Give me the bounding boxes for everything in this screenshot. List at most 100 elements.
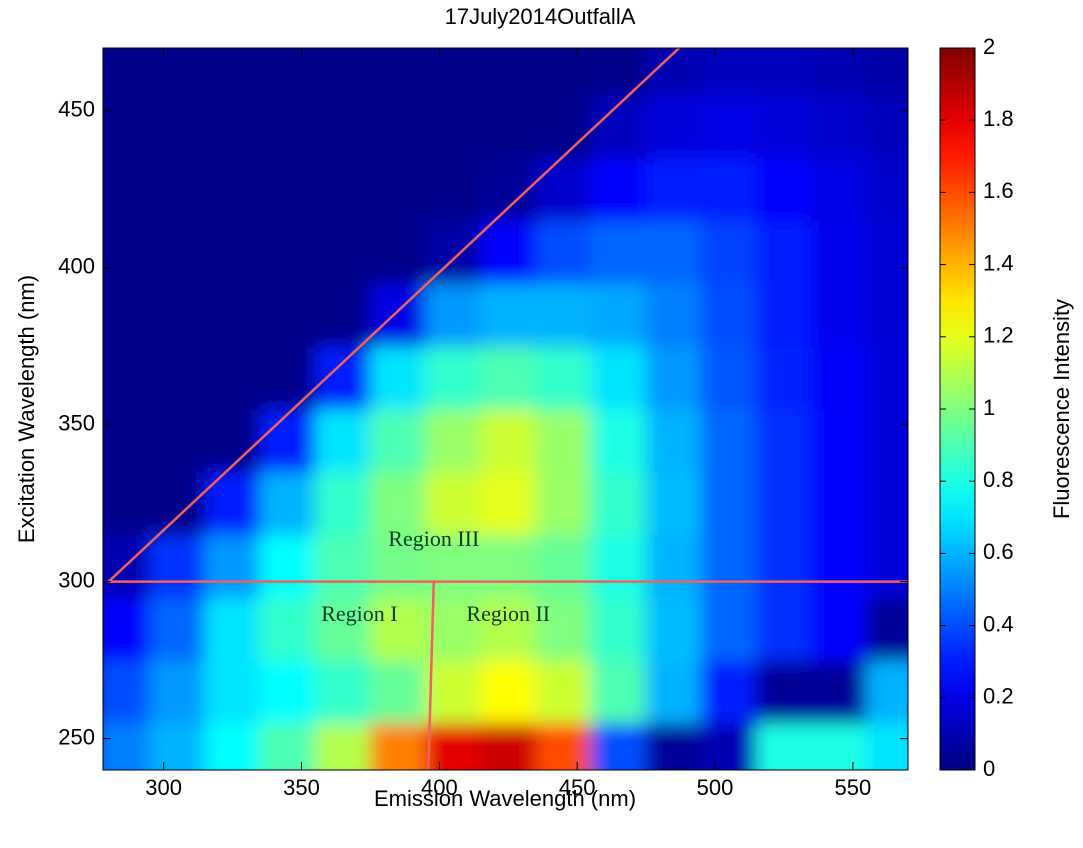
intensity-cell xyxy=(535,534,592,598)
intensity-cell xyxy=(369,659,427,724)
intensity-cell xyxy=(700,220,757,284)
intensity-cell xyxy=(645,282,702,347)
intensity-cell xyxy=(314,534,371,598)
colorbar-tick-label: 1 xyxy=(983,395,995,420)
intensity-cell xyxy=(103,408,151,473)
intensity-cell xyxy=(425,471,482,536)
intensity-cell xyxy=(535,345,592,410)
intensity-cell xyxy=(425,94,482,159)
overlay xyxy=(107,48,908,770)
intensity-cell xyxy=(314,48,371,96)
intensity-cell xyxy=(314,94,371,159)
region-line xyxy=(107,48,681,583)
intensity-cell xyxy=(103,220,151,284)
y-tick-label: 300 xyxy=(58,567,95,592)
intensity-cell xyxy=(425,722,482,770)
intensity-cell xyxy=(811,48,868,96)
intensity-cell xyxy=(866,94,908,159)
intensity-cell xyxy=(314,471,371,536)
intensity-cell xyxy=(645,48,702,96)
intensity-cell xyxy=(204,596,261,661)
intensity-cell xyxy=(369,345,427,410)
intensity-cell xyxy=(204,471,261,536)
intensity-cell xyxy=(590,722,647,770)
intensity-cell xyxy=(314,220,371,284)
intensity-cell xyxy=(149,345,206,410)
intensity-cell xyxy=(755,345,813,410)
intensity-cell xyxy=(755,48,813,96)
intensity-cell xyxy=(811,534,868,598)
intensity-cell xyxy=(480,722,537,770)
intensity-cell xyxy=(755,471,813,536)
colorbar-tick-label: 1.2 xyxy=(983,323,1014,348)
intensity-cell xyxy=(259,534,316,598)
intensity-cell xyxy=(590,345,647,410)
intensity-cell xyxy=(645,94,702,159)
intensity-cell xyxy=(480,94,537,159)
intensity-cell xyxy=(590,596,647,661)
y-tick-label: 250 xyxy=(58,724,95,749)
intensity-cell xyxy=(645,659,702,724)
intensity-cell xyxy=(259,596,316,661)
intensity-cell xyxy=(314,722,371,770)
intensity-cell xyxy=(645,220,702,284)
intensity-cell xyxy=(866,157,908,222)
cells xyxy=(103,48,908,770)
colorbar-tick-label: 1.8 xyxy=(983,106,1014,131)
intensity-cell xyxy=(425,596,482,661)
intensity-cell xyxy=(590,282,647,347)
intensity-cell xyxy=(535,48,592,96)
intensity-cell xyxy=(204,94,261,159)
intensity-cell xyxy=(314,408,371,473)
intensity-cell xyxy=(645,534,702,598)
intensity-cell xyxy=(204,220,261,284)
chart-title: 17July2014OutfallA xyxy=(445,4,636,29)
intensity-cell xyxy=(866,722,908,770)
intensity-cell xyxy=(866,345,908,410)
intensity-cell xyxy=(103,94,151,159)
colorbar-tick-label: 0.6 xyxy=(983,539,1014,564)
intensity-cell xyxy=(204,408,261,473)
intensity-cell xyxy=(645,157,702,222)
intensity-cell xyxy=(645,345,702,410)
intensity-cell xyxy=(103,722,151,770)
intensity-cell xyxy=(535,471,592,536)
intensity-cell xyxy=(369,408,427,473)
intensity-cell xyxy=(204,48,261,96)
intensity-cell xyxy=(700,534,757,598)
intensity-cell xyxy=(866,471,908,536)
intensity-cell xyxy=(314,345,371,410)
intensity-cell xyxy=(866,282,908,347)
intensity-cell xyxy=(755,408,813,473)
intensity-cell xyxy=(700,471,757,536)
intensity-cell xyxy=(700,94,757,159)
intensity-cell xyxy=(425,220,482,284)
intensity-cell xyxy=(645,722,702,770)
intensity-cell xyxy=(259,48,316,96)
intensity-cell xyxy=(535,157,592,222)
intensity-cell xyxy=(204,345,261,410)
intensity-cell xyxy=(480,282,537,347)
intensity-cell xyxy=(535,408,592,473)
intensity-cell xyxy=(149,157,206,222)
intensity-cell xyxy=(149,220,206,284)
region-label: Region I xyxy=(321,601,397,626)
intensity-cell xyxy=(314,659,371,724)
intensity-cell xyxy=(755,220,813,284)
intensity-cell xyxy=(590,534,647,598)
intensity-cell xyxy=(480,48,537,96)
intensity-cell xyxy=(103,659,151,724)
intensity-cell xyxy=(755,659,813,724)
intensity-cell xyxy=(149,534,206,598)
intensity-cell xyxy=(369,157,427,222)
intensity-cell xyxy=(103,48,151,96)
intensity-cell xyxy=(369,94,427,159)
x-tick-label: 300 xyxy=(145,775,182,800)
intensity-cell xyxy=(259,220,316,284)
intensity-cell xyxy=(425,345,482,410)
intensity-cell xyxy=(314,157,371,222)
intensity-cell xyxy=(259,471,316,536)
intensity-cell xyxy=(811,94,868,159)
intensity-cell xyxy=(700,157,757,222)
